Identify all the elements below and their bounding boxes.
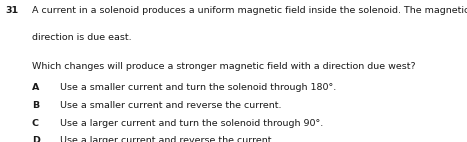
Text: Use a smaller current and reverse the current.: Use a smaller current and reverse the cu… [60,101,281,110]
Text: A current in a solenoid produces a uniform magnetic field inside the solenoid. T: A current in a solenoid produces a unifo… [32,6,467,15]
Text: A: A [32,83,39,92]
Text: Use a larger current and reverse the current.: Use a larger current and reverse the cur… [60,136,274,142]
Text: Use a smaller current and turn the solenoid through 180°.: Use a smaller current and turn the solen… [60,83,336,92]
Text: Which changes will produce a stronger magnetic field with a direction due west?: Which changes will produce a stronger ma… [32,62,415,71]
Text: Use a larger current and turn the solenoid through 90°.: Use a larger current and turn the soleno… [60,119,323,128]
Text: C: C [32,119,39,128]
Text: 31: 31 [6,6,19,15]
Text: direction is due east.: direction is due east. [32,33,131,42]
Text: D: D [32,136,40,142]
Text: B: B [32,101,39,110]
